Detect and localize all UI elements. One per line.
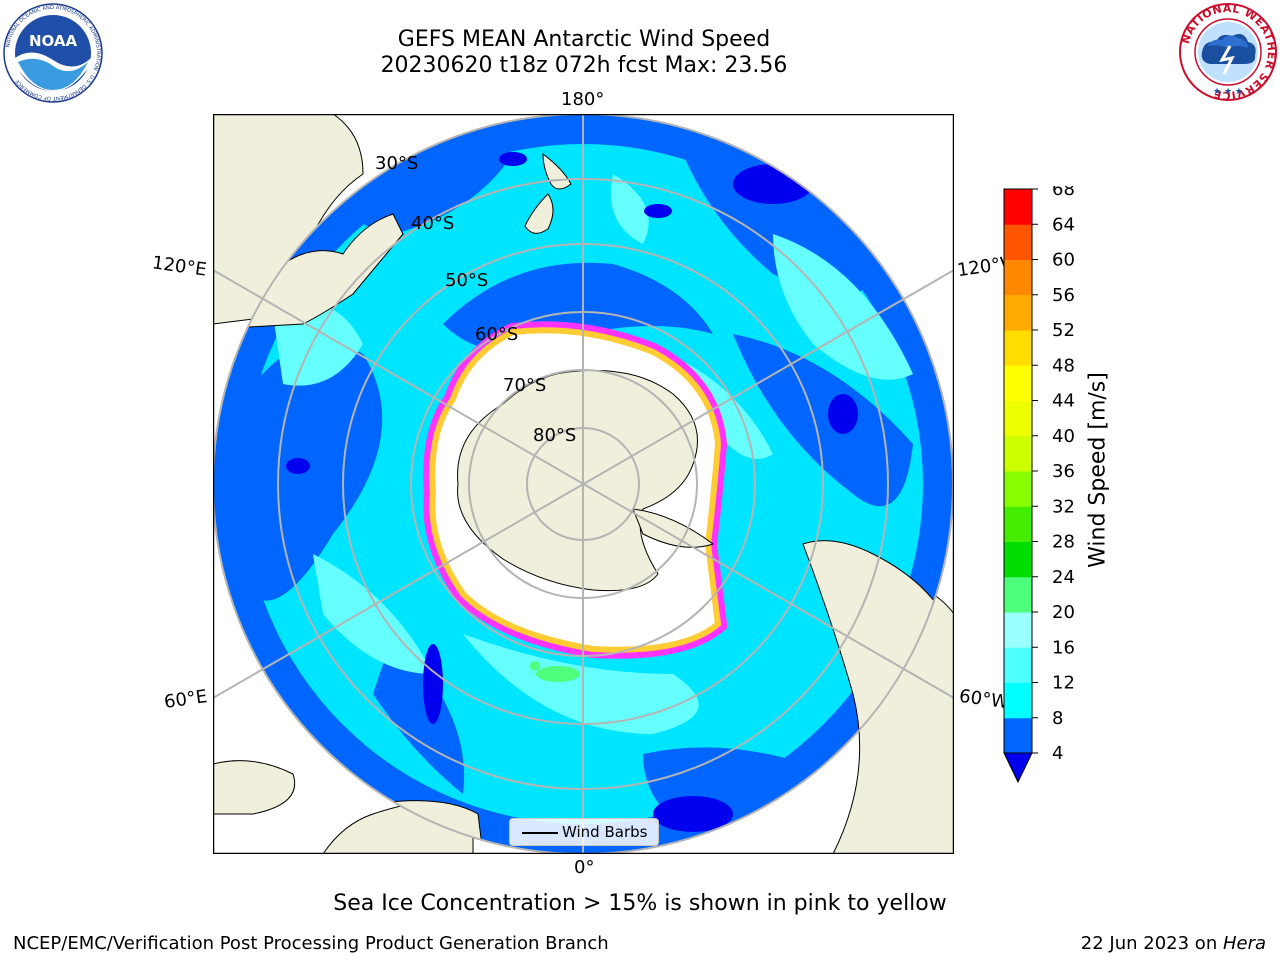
colorbar-label: Wind Speed [m/s] (1085, 372, 1111, 568)
lat-label-60s: 60°S (475, 324, 518, 345)
colorbar-segment (1004, 259, 1032, 296)
lat-label-30s: 30°S (375, 153, 418, 174)
colorbar-tick-label: 48 (1052, 355, 1075, 376)
colorbar-tick-label: 36 (1052, 461, 1075, 482)
colorbar-segment (1004, 224, 1032, 260)
lat-label-50s: 50°S (445, 270, 488, 291)
colorbar-tick-label: 20 (1052, 602, 1075, 623)
colorbar-tick-label: 56 (1052, 285, 1075, 306)
colorbar-segment (1004, 647, 1032, 683)
legend-label: Wind Barbs (562, 823, 648, 841)
chart-subtitle: 20230620 t18z 072h fcst Max: 23.56 (380, 53, 788, 78)
colorbar-tick-label: 4 (1052, 743, 1063, 764)
colorbar-tick-label: 16 (1052, 637, 1075, 658)
footer-host: Hera (1222, 933, 1266, 954)
colorbar-segment (1004, 576, 1032, 613)
colorbar-tick-label: 52 (1052, 320, 1075, 341)
colorbar: 68 64 60 56 52 48 44 40 36 32 28 24 20 16 12 8 4 (1003, 186, 1075, 784)
colorbar-tick-label: 64 (1052, 214, 1075, 235)
colorbar-segment (1004, 435, 1032, 472)
noaa-logo-text: NOAA (29, 32, 78, 50)
footer-date: 22 Jun 2023 on Hera (1081, 933, 1266, 954)
lon-label-60e: 60°E (162, 686, 209, 713)
colorbar-segment (1004, 294, 1032, 331)
colorbar-segment (1004, 541, 1032, 578)
lat-label-80s: 80°S (533, 425, 576, 446)
colorbar-segment (1004, 189, 1032, 225)
lon-label-120e: 120°E (150, 252, 208, 281)
wind-barbs-legend: Wind Barbs (509, 818, 659, 846)
colorbar-tick-label: 28 (1052, 532, 1075, 553)
sea-ice-caption: Sea Ice Concentration > 15% is shown in … (333, 891, 947, 916)
colorbar-tick-label: 60 (1052, 250, 1075, 271)
lat-label-40s: 40°S (411, 213, 454, 234)
colorbar-under-arrow (1003, 752, 1033, 784)
lon-label-0: 0° (574, 857, 595, 878)
nws-logo: NATIONAL WEATHER SERVICE ★ ★ ★ (1179, 2, 1278, 102)
colorbar-segment (1004, 471, 1032, 507)
colorbar-tick-label: 32 (1052, 496, 1075, 517)
footer-date-text: 22 Jun 2023 on (1080, 933, 1223, 954)
polar-map: 30°S 40°S 50°S 60°S 70°S 80°S (212, 113, 955, 855)
colorbar-tick-label: 68 (1052, 186, 1075, 200)
colorbar-segment (1004, 400, 1032, 437)
map-panel: 30°S 40°S 50°S 60°S 70°S 80°S (212, 113, 955, 855)
colorbar-tick-label: 12 (1052, 673, 1075, 694)
colorbar-segment (1004, 506, 1032, 542)
colorbar-segment (1004, 330, 1032, 366)
svg-text:★ ★ ★: ★ ★ ★ (1213, 87, 1243, 97)
lon-label-180: 180° (561, 89, 605, 110)
wind-barb-line-icon (522, 832, 558, 834)
colorbar-tick-label: 44 (1052, 391, 1075, 412)
lat-label-70s: 70°S (503, 375, 546, 396)
colorbar-tick-label: 40 (1052, 426, 1075, 447)
noaa-logo: NOAA NATIONAL OCEANIC AND ATMOSPHERIC AD… (3, 3, 103, 103)
colorbar-tick-label: 8 (1052, 708, 1063, 729)
footer-org: NCEP/EMC/Verification Post Processing Pr… (13, 933, 609, 954)
colorbar-segment (1004, 612, 1032, 648)
colorbar-segment (1004, 365, 1032, 401)
colorbar-segment (1004, 717, 1032, 754)
colorbar-segment (1004, 682, 1032, 719)
colorbar-tick-label: 24 (1052, 567, 1075, 588)
chart-title: GEFS MEAN Antarctic Wind Speed (397, 27, 771, 52)
